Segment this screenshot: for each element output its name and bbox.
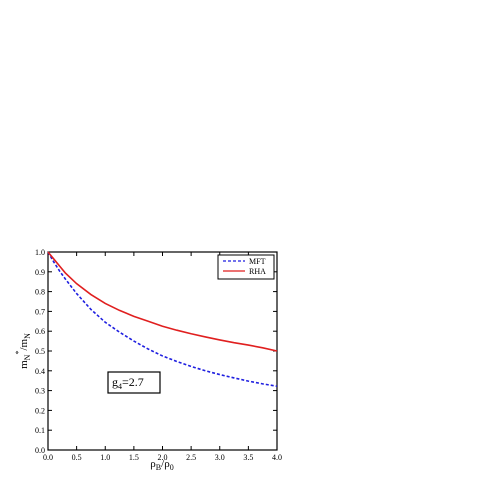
x-tick-label: 1.5 [129, 453, 139, 462]
y-tick-label: 1.0 [35, 248, 45, 257]
annotation: g4=2.7 [107, 371, 161, 394]
x-tick-label: 4.0 [272, 453, 282, 462]
annotation-text: g4=2.7 [112, 375, 144, 391]
legend-label-mft: MFT [249, 257, 266, 266]
series-line-mft [47, 251, 278, 388]
series-layer [47, 251, 278, 388]
x-tick-label: 0.5 [72, 453, 82, 462]
y-tick-label: 0.7 [35, 307, 45, 316]
annotation-box [107, 371, 161, 394]
y-axis-label: mN*/mN [14, 333, 32, 369]
series-line-rha [47, 251, 278, 352]
y-tick-label: 0.2 [35, 406, 45, 415]
x-tick-label: 2.0 [158, 453, 168, 462]
legend-box [217, 254, 275, 280]
x-tick-label: 1.0 [100, 453, 110, 462]
y-tick-label: 0.8 [35, 288, 45, 297]
x-tick-label: 0.0 [43, 453, 53, 462]
y-tick-label: 0.4 [35, 367, 45, 376]
y-tick-label: 0.5 [35, 347, 45, 356]
legend: MFT RHA [217, 254, 275, 280]
plot-frame [47, 251, 278, 451]
x-tick-label: 2.5 [186, 453, 196, 462]
ticks-layer: 0.0 0.5 1.0 1.5 2.0 2.5 3.0 3.5 4.0 0.0 0.1 0.2 0.3 0… [35, 248, 282, 462]
x-axis-label: ρB/ρ0 [150, 458, 173, 472]
x-tick-label: 3.5 [243, 453, 253, 462]
y-tick-label: 0.6 [35, 327, 45, 336]
y-tick-label: 0.0 [35, 446, 45, 455]
y-tick-label: 0.1 [35, 426, 45, 435]
x-tick-label: 3.0 [215, 453, 225, 462]
legend-label-rha: RHA [249, 267, 266, 276]
y-tick-label: 0.3 [35, 387, 45, 396]
y-tick-label: 0.9 [35, 268, 45, 277]
